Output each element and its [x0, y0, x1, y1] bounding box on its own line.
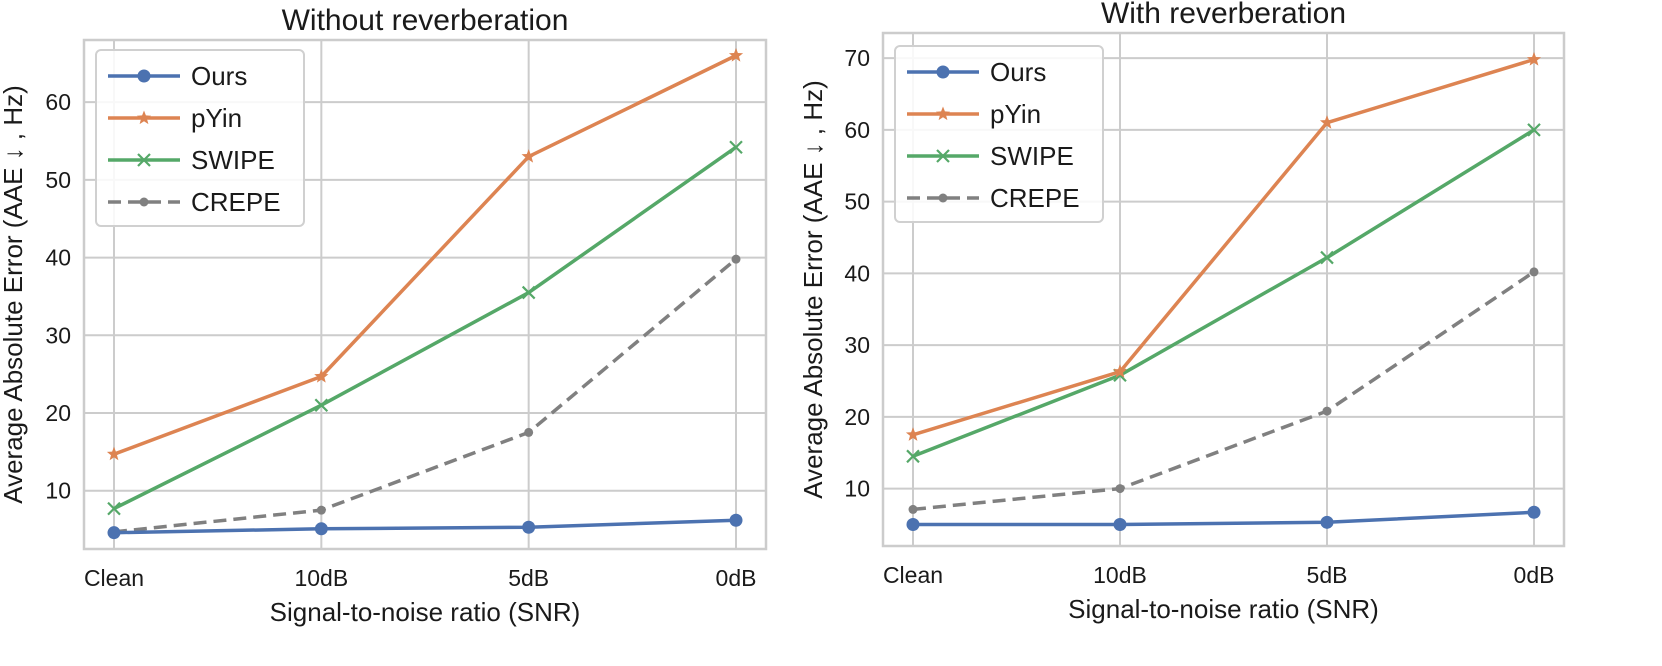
- series-line-pyin: [113, 53, 737, 456]
- y-tick-label: 30: [45, 322, 71, 348]
- data-point-swipe: [314, 398, 329, 413]
- data-point-pyin: [106, 446, 122, 461]
- x-tick-label: 10dB: [294, 565, 348, 591]
- data-point-ours: [1113, 517, 1127, 531]
- data-point-swipe: [729, 140, 743, 155]
- legend-marker-pyin: [935, 106, 951, 121]
- x-tick-label: 5dB: [1307, 562, 1348, 588]
- y-tick-label: 60: [45, 89, 71, 115]
- series-line-ours: [113, 518, 737, 535]
- plot-frame: [881, 31, 1566, 548]
- legend: Ours pYin SWIPE CREPE: [894, 45, 1104, 223]
- legend-label-crepe: CREPE: [191, 187, 281, 217]
- chart-title: With reverberation: [1101, 0, 1346, 30]
- series-line-swipe: [113, 145, 738, 511]
- data-point-pyin: [1526, 52, 1542, 66]
- series-crepe: [109, 254, 741, 537]
- legend-label-swipe: SWIPE: [990, 141, 1074, 171]
- y-tick-label: 70: [844, 45, 870, 71]
- legend-marker-swipe: [137, 153, 151, 167]
- legend-label-pyin: pYin: [990, 99, 1041, 129]
- y-tick-label: 50: [844, 189, 870, 215]
- plot-frame: [82, 38, 768, 551]
- data-point-swipe: [906, 449, 920, 464]
- legend-label-crepe: CREPE: [990, 183, 1080, 213]
- data-point-swipe: [1527, 123, 1541, 137]
- series-line-ours: [913, 510, 1535, 527]
- series-ours: [906, 505, 1541, 531]
- y-tick-label: 20: [45, 400, 71, 426]
- legend: Ours pYin SWIPE CREPE: [95, 49, 305, 227]
- data-point-pyin: [521, 149, 536, 163]
- data-point-crepe: [1322, 406, 1332, 416]
- chart-panel-with-reverberation: Clean 10dB 5dB 0dB 10 20 30 40 50 60 70 With reverb…: [798, 0, 1566, 624]
- series-line-pyin: [912, 57, 1535, 437]
- x-tick-label: Clean: [883, 562, 943, 588]
- data-point-pyin: [728, 48, 744, 62]
- data-point-ours: [107, 526, 121, 540]
- legend-marker-crepe: [139, 197, 149, 207]
- series-line-crepe: [912, 270, 1535, 512]
- legend-marker-ours: [936, 65, 950, 79]
- data-point-ours: [729, 513, 743, 527]
- series-crepe: [908, 267, 1539, 514]
- legend-marker-pyin: [136, 110, 152, 125]
- y-axis-label: Average Absolute Error (AAE ↓ , Hz): [0, 85, 28, 504]
- y-axis-label: Average Absolute Error (AAE ↓ , Hz): [798, 80, 828, 499]
- legend-label-swipe: SWIPE: [191, 145, 275, 175]
- series-pyin: [106, 48, 744, 461]
- chart-title: Without reverberation: [282, 4, 569, 37]
- data-point-pyin: [1319, 115, 1335, 129]
- x-tick-label: 0dB: [716, 565, 757, 591]
- data-point-swipe: [107, 501, 121, 516]
- y-tick-label: 40: [45, 245, 71, 271]
- data-point-ours: [522, 520, 536, 534]
- data-point-ours: [1527, 505, 1541, 519]
- y-tick-label: 60: [844, 117, 870, 143]
- x-axis-label: Signal-to-noise ratio (SNR): [1068, 594, 1379, 624]
- y-tick-label: 10: [45, 478, 71, 504]
- x-tick-label: 10dB: [1093, 562, 1147, 588]
- data-point-crepe: [1115, 484, 1125, 494]
- chart-panel-without-reverberation: Clean 10dB 5dB 0dB 10 20 30 40 50 60 Without rever…: [0, 4, 768, 627]
- y-tick-label: 50: [45, 167, 71, 193]
- data-point-pyin: [1112, 364, 1128, 378]
- x-tick-label: Clean: [84, 565, 144, 591]
- x-axis-label: Signal-to-noise ratio (SNR): [270, 597, 581, 627]
- data-point-crepe: [524, 427, 534, 437]
- y-tick-label: 40: [844, 260, 870, 286]
- legend-marker-crepe: [938, 193, 948, 203]
- series-line-crepe: [113, 257, 738, 534]
- series-swipe: [107, 140, 743, 516]
- data-point-crepe: [1529, 267, 1539, 277]
- legend-marker-swipe: [936, 149, 950, 163]
- data-point-swipe: [1320, 250, 1334, 265]
- series-line-swipe: [912, 128, 1535, 458]
- y-tick-label: 10: [844, 476, 870, 502]
- series-ours: [107, 513, 743, 540]
- series-pyin: [905, 52, 1542, 441]
- data-point-crepe: [731, 254, 741, 264]
- data-point-pyin: [905, 427, 921, 441]
- y-tick-label: 30: [844, 332, 870, 358]
- legend-marker-ours: [137, 69, 151, 83]
- legend-label-pyin: pYin: [191, 103, 242, 133]
- data-point-crepe: [908, 504, 918, 514]
- data-point-ours: [1320, 515, 1334, 529]
- data-point-crepe: [316, 505, 326, 515]
- data-point-ours: [906, 517, 920, 531]
- y-tick-label: 20: [844, 404, 870, 430]
- legend-label-ours: Ours: [191, 61, 247, 91]
- legend-box: [95, 49, 305, 227]
- data-point-pyin: [314, 369, 329, 383]
- data-point-ours: [314, 522, 328, 536]
- x-tick-label: 0dB: [1514, 562, 1555, 588]
- legend-label-ours: Ours: [990, 57, 1046, 87]
- data-point-swipe: [521, 285, 536, 300]
- legend-box: [894, 45, 1104, 223]
- x-tick-label: 5dB: [508, 565, 549, 591]
